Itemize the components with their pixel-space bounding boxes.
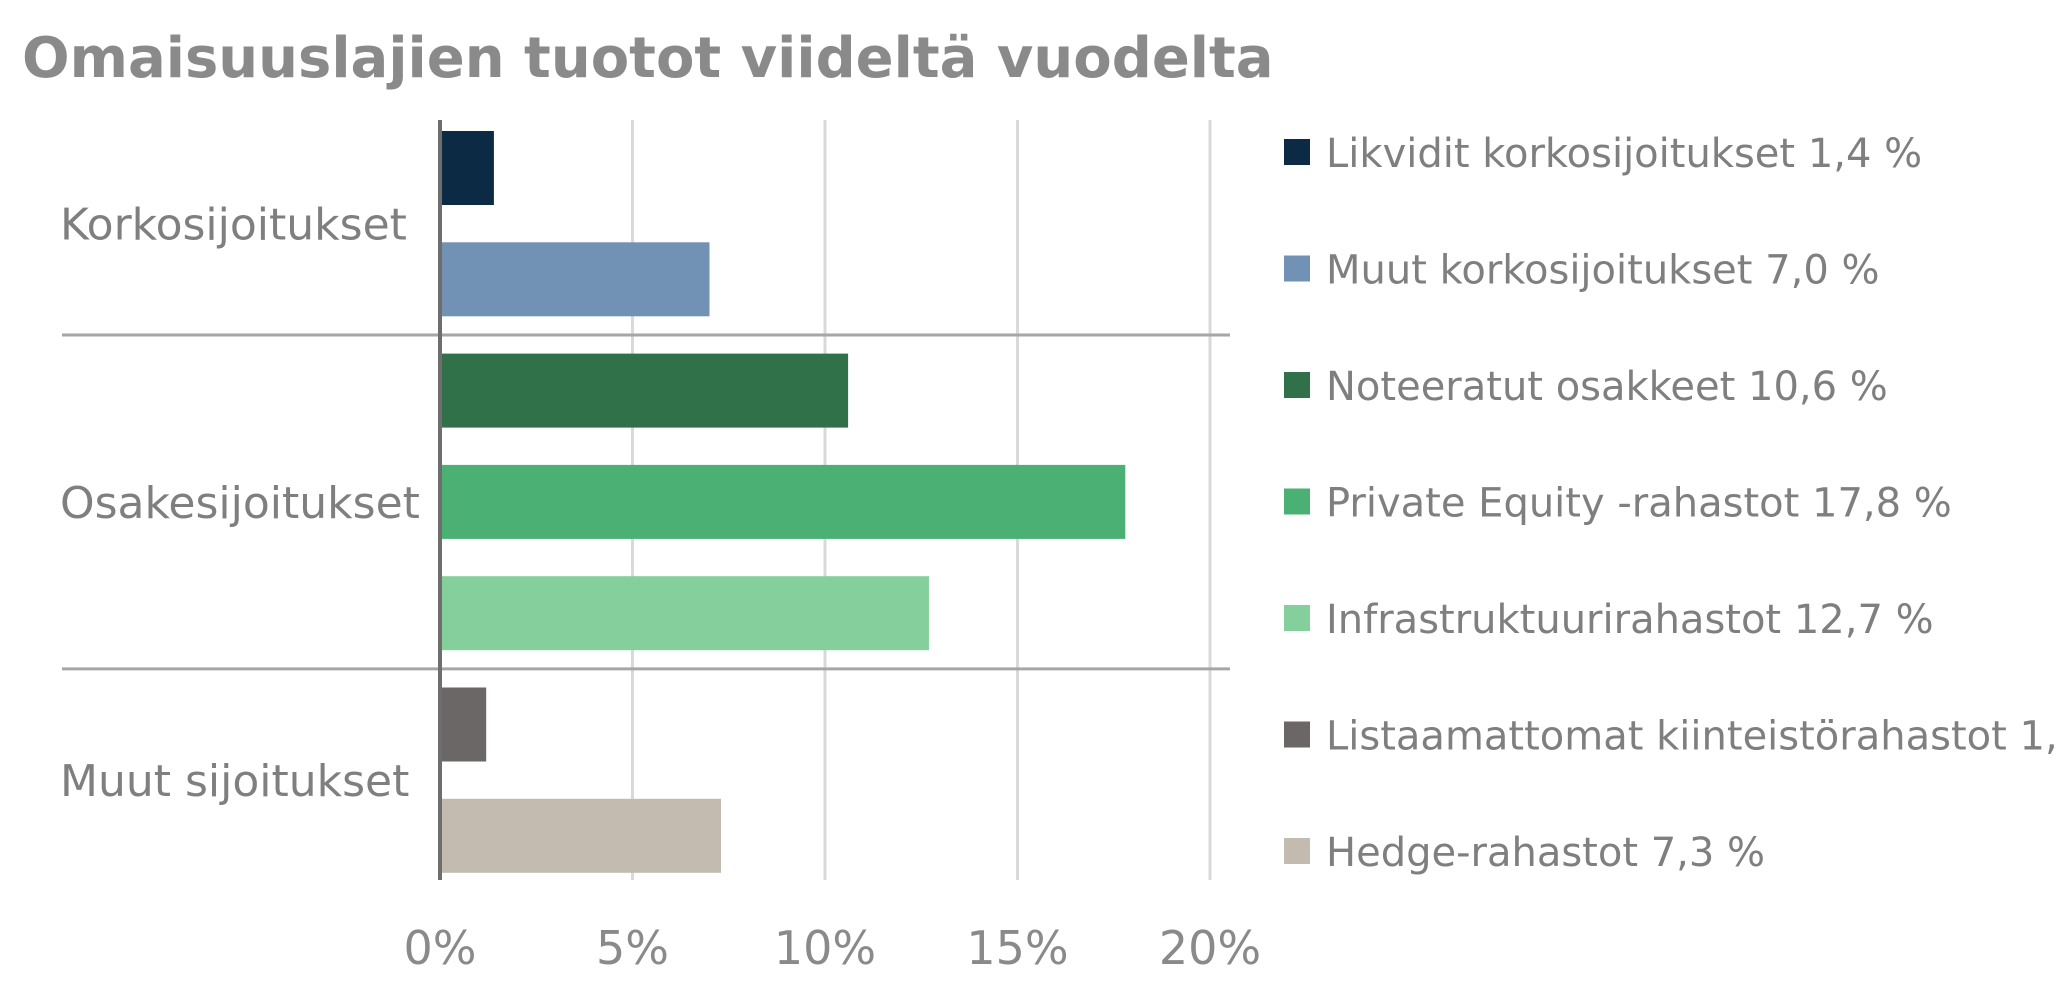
group-labels: Korkosijoitukset Osakesijoitukset Muut sij… xyxy=(60,200,420,808)
bar-infrastruktuurirahastot xyxy=(440,576,929,651)
legend-label: Muut korkosijoitukset 7,0 % xyxy=(1326,248,1880,294)
legend-label: Infrastruktuurirahastot 12,7 % xyxy=(1326,597,1934,643)
legend-label: Private Equity -rahastot 17,8 % xyxy=(1326,481,1952,527)
bar-likvidit-korkosijoitukset xyxy=(440,131,494,205)
legend-label: Noteeratut osakkeet 10,6 % xyxy=(1326,364,1888,410)
group-label: Korkosijoitukset xyxy=(60,200,407,251)
legend-item: Infrastruktuurirahastot 12,7 % xyxy=(1284,597,1934,643)
x-tick-label: 0% xyxy=(404,921,477,975)
x-tick-label: 15% xyxy=(966,921,1068,975)
legend-label: Likvidit korkosijoitukset 1,4 % xyxy=(1326,131,1922,177)
bar-noteeratut-osakkeet xyxy=(440,353,849,428)
legend-item: Hedge-rahastot 7,3 % xyxy=(1284,830,1765,876)
bar-private-equity-rahastot xyxy=(440,464,1126,539)
group-label: Osakesijoitukset xyxy=(60,478,420,529)
legend-item: Listaamattomat kiinteistörahastot 1,2 % xyxy=(1284,714,2059,760)
legend-item: Muut korkosijoitukset 7,0 % xyxy=(1284,248,1880,294)
group-label: Muut sijoitukset xyxy=(60,756,409,807)
legend-swatch xyxy=(1284,372,1310,398)
legend: Likvidit korkosijoitukset 1,4 % Muut kork… xyxy=(1284,131,2059,876)
legend-label: Listaamattomat kiinteistörahastot 1,2 % xyxy=(1326,714,2059,760)
legend-item: Private Equity -rahastot 17,8 % xyxy=(1284,481,1952,527)
legend-item: Likvidit korkosijoitukset 1,4 % xyxy=(1284,131,1922,177)
bars xyxy=(440,131,1126,873)
bar-hedge-rahastot xyxy=(440,798,722,873)
legend-label: Hedge-rahastot 7,3 % xyxy=(1326,830,1765,876)
bar-listaamattomat-kiinteistörahastot xyxy=(440,687,487,762)
legend-swatch xyxy=(1284,488,1310,515)
legend-swatch xyxy=(1284,838,1310,864)
x-tick-label: 20% xyxy=(1159,921,1261,975)
chart-title: Omaisuuslajien tuotot viideltä vuodelta xyxy=(22,26,1274,91)
legend-swatch xyxy=(1284,139,1310,165)
bar-muut-korkosijoitukset xyxy=(440,242,710,317)
legend-item: Noteeratut osakkeet 10,6 % xyxy=(1284,364,1888,410)
legend-swatch xyxy=(1284,605,1310,631)
x-tick-label: 5% xyxy=(596,921,669,975)
legend-swatch xyxy=(1284,721,1310,748)
group-separators xyxy=(62,333,1230,671)
x-tick-label: 10% xyxy=(774,921,876,975)
legend-swatch xyxy=(1284,255,1310,282)
x-tick-labels: 0% 5% 10% 15% 20% xyxy=(404,921,1262,975)
